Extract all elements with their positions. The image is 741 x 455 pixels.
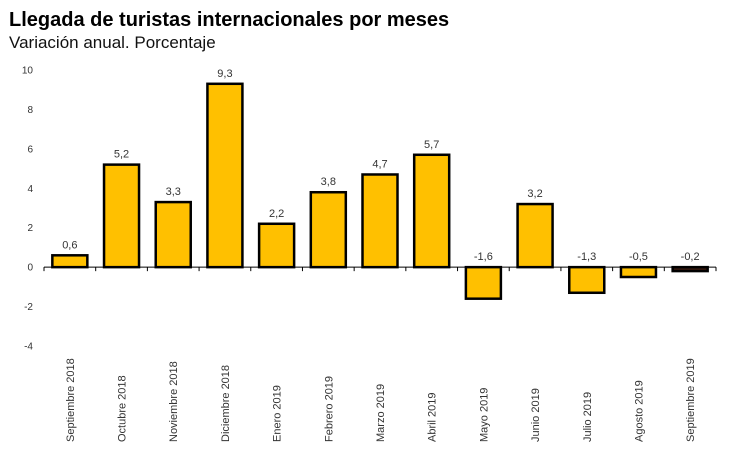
bar (154, 200, 192, 269)
y-tick-label: 0 (27, 263, 33, 274)
category-label: Enero 2019 (272, 385, 284, 442)
bar (671, 265, 709, 273)
data-label: -0,2 (681, 251, 700, 263)
data-label: 3,3 (166, 186, 181, 198)
data-label: 3,8 (321, 176, 336, 188)
y-tick-label: 10 (22, 66, 34, 77)
data-label: 5,2 (114, 149, 129, 161)
category-label: Junio 2019 (530, 388, 542, 442)
bar (102, 163, 141, 269)
y-tick-label: -4 (24, 342, 33, 353)
data-label: 4,7 (372, 158, 387, 170)
data-label: -1,3 (577, 251, 596, 263)
data-label: 9,3 (217, 68, 232, 80)
bar (361, 173, 399, 269)
category-label: Octubre 2018 (117, 375, 129, 442)
category-label: Febrero 2019 (323, 376, 335, 442)
bar (464, 265, 503, 300)
y-tick-label: 8 (27, 105, 33, 116)
data-label: -0,5 (629, 251, 648, 263)
category-label: Agosto 2019 (633, 380, 645, 442)
chart-title: Llegada de turistas internacionales por … (9, 9, 450, 31)
data-label: 2,2 (269, 208, 284, 220)
bar (516, 202, 554, 269)
chart-subtitle: Variación anual. Porcentaje (9, 33, 216, 52)
category-label: Septiembre 2018 (65, 358, 77, 442)
y-tick-label: -2 (24, 302, 33, 313)
category-labels: Septiembre 2018 Octubre 2018 Noviembre 201… (65, 358, 697, 442)
category-label: Mayo 2019 (478, 388, 490, 442)
data-label: 5,7 (424, 139, 439, 151)
bar (568, 265, 606, 295)
y-tick-label: 2 (27, 223, 33, 234)
category-label: Marzo 2019 (375, 384, 387, 442)
bar (257, 222, 296, 269)
category-label: Abril 2019 (427, 392, 439, 442)
category-label: Diciembre 2018 (220, 365, 232, 442)
y-tick-label: 6 (27, 144, 33, 155)
data-labels: 0,6 5,2 3,3 9,3 2,2 3,8 4,7 5,7 -1,6 3,2 -1,3 -0,5 -… (62, 68, 699, 263)
y-tick-label: 4 (27, 184, 33, 195)
data-label: 3,2 (527, 188, 542, 200)
category-label: Septiembre 2019 (685, 358, 697, 442)
bars (51, 82, 709, 300)
bar (51, 254, 89, 269)
category-label: Noviembre 2018 (168, 361, 180, 442)
bar (309, 190, 348, 269)
bar (619, 265, 658, 279)
x-axis (43, 266, 717, 272)
bar (412, 153, 451, 269)
bar (206, 82, 244, 269)
y-axis-ticks: 10 8 6 4 2 0 -2 -4 (22, 66, 34, 353)
data-label: 0,6 (62, 239, 77, 251)
category-label: Julio 2019 (582, 392, 594, 442)
data-label: -1,6 (474, 251, 493, 263)
